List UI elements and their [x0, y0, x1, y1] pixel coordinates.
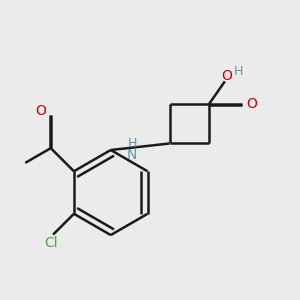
Text: H: H	[127, 137, 137, 150]
Text: Cl: Cl	[45, 236, 58, 250]
Text: O: O	[221, 70, 232, 83]
Text: O: O	[247, 97, 257, 111]
Text: O: O	[35, 103, 46, 118]
Text: H: H	[233, 65, 243, 78]
Text: N: N	[127, 148, 137, 162]
